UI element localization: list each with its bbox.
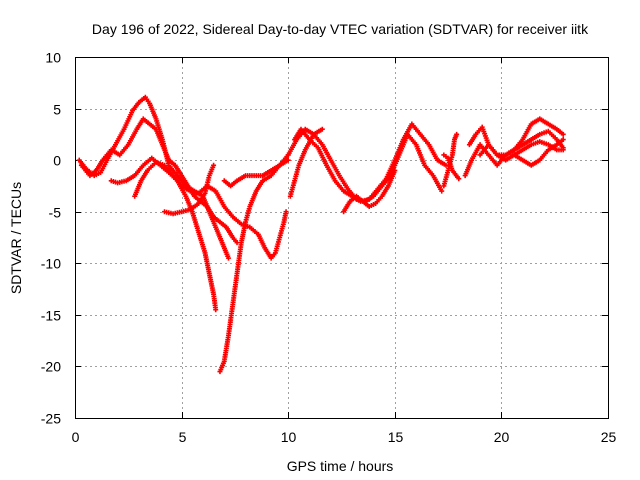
series-arc-4 (132, 159, 289, 261)
data-point (560, 131, 566, 137)
data-point (392, 167, 398, 173)
y-tick-label: -5 (49, 205, 62, 221)
data-point (283, 209, 289, 215)
x-tick-label: 20 (494, 429, 510, 445)
series-arc-2 (78, 116, 240, 246)
y-tick-label: 0 (53, 153, 61, 169)
series-arc-12 (441, 131, 460, 189)
data-point (454, 131, 460, 137)
x-tick-label: 15 (388, 429, 404, 445)
series-arc-10 (287, 126, 325, 199)
y-axis-label: SDTVAR / TECUs (8, 182, 24, 294)
y-tick-label: -20 (41, 359, 61, 375)
y-tick-label: -10 (41, 256, 61, 272)
y-tick-label: -25 (41, 411, 61, 427)
series-arc-7 (221, 157, 291, 189)
series-arc-11 (341, 167, 398, 215)
data-point (439, 188, 445, 194)
x-tick-label: 10 (281, 429, 297, 445)
x-axis-label: GPS time / hours (287, 458, 394, 474)
y-tick-label: 10 (45, 50, 61, 66)
data-point (560, 137, 566, 143)
x-tick-label: 25 (601, 429, 617, 445)
series-arc-9 (292, 121, 449, 204)
tick-labels: 0 5 10 15 20 25 10 5 0 -5 -10 -15 -20 -25 (41, 50, 617, 446)
chart-title: Day 196 of 2022, Sidereal Day-to-day VTE… (92, 21, 589, 37)
data-point (456, 176, 462, 182)
series-arc-6 (217, 152, 291, 375)
series-arc-13 (441, 152, 462, 182)
series-arc-17 (511, 137, 566, 168)
data-point (211, 162, 217, 168)
series-arc-3 (108, 155, 219, 313)
x-tick-label: 0 (72, 429, 80, 445)
plot-frame (75, 57, 609, 419)
data-point (226, 255, 232, 261)
data-point (285, 157, 291, 163)
data-point (319, 126, 325, 132)
y-tick-label: 5 (53, 102, 61, 118)
series-arc-16 (477, 139, 566, 163)
y-tick-label: -15 (41, 308, 61, 324)
x-tick-label: 5 (179, 429, 187, 445)
data-series (76, 94, 566, 375)
data-point (234, 240, 240, 246)
data-point (560, 147, 566, 153)
data-point (213, 307, 219, 313)
series-arc-5 (162, 162, 217, 217)
